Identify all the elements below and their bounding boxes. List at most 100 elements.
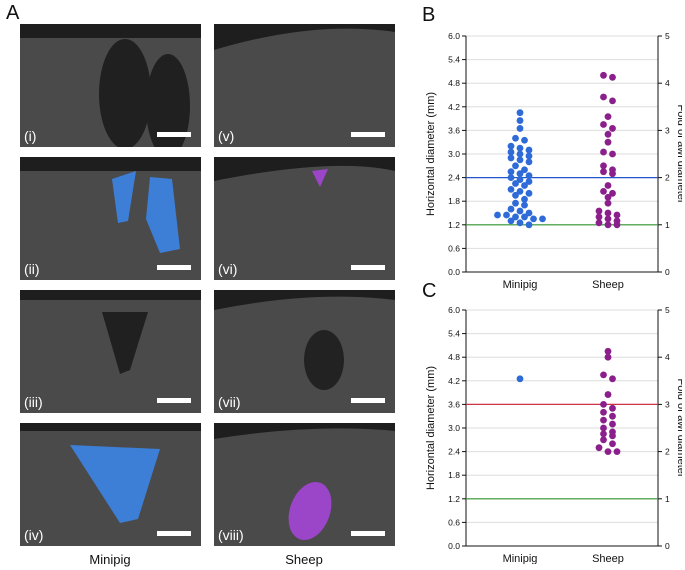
ct-image-vi [214,157,395,280]
data-point [609,404,616,412]
y-right-tick-label: 4 [665,352,670,362]
data-point [595,444,603,452]
data-point [539,215,546,223]
data-point [609,420,616,428]
data-point [595,219,603,227]
y-tick-label: 3.0 [448,149,460,159]
data-point [609,150,616,158]
data-point [609,440,616,448]
data-point [600,168,607,176]
data-point [512,180,519,187]
data-point [600,416,607,424]
data-point [600,424,607,432]
chart-b: 0.0 0.6 1.2 1.8 2.4 3.0 3.6 4.2 4.8 5.4 6.0 0 1 2 3 4 5 H… [425,31,682,291]
data-point [600,436,607,444]
y-right-tick-label: 5 [665,305,670,315]
tile-label-iii: (iii) [24,394,43,410]
data-point [609,412,616,420]
ct-tile-vi: (vi) [214,157,395,280]
data-point [516,219,524,227]
y-tick-label: 5.4 [448,55,460,65]
y-tick-label: 5.4 [448,329,460,339]
ct-tile-iii: (iii) [20,290,201,413]
data-point [600,371,607,379]
y-tick-label: 1.8 [448,470,460,480]
data-point [507,205,515,213]
tile-label-ii: (ii) [24,261,40,277]
column-label-minipig: Minipig [89,552,131,567]
data-point [613,211,621,219]
data-point [521,201,528,209]
tile-label-vi: (vi) [218,261,238,277]
data-point [521,166,528,174]
data-point [516,125,524,132]
data-point [507,217,515,225]
scale-bar [351,398,385,403]
y-right-tick-label: 3 [665,399,670,409]
data-point [604,209,612,217]
y-axis-title: Horizontal diameter (mm) [425,92,437,216]
panel-label-a: A [6,2,20,24]
data-point [604,347,612,355]
ct-tile-i: (i) [20,24,201,147]
y-right-tick-label: 0 [665,541,670,551]
data-point [609,432,616,440]
y-tick-label: 6.0 [448,305,460,315]
data-point [516,207,524,215]
data-point [609,189,616,197]
y-tick-label: 2.4 [448,447,460,457]
data-point [600,71,607,79]
y-tick-label: 0.6 [448,517,460,527]
y-tick-label: 4.8 [448,352,460,362]
data-point [525,172,533,180]
scale-bar [157,531,191,536]
y-right-axis-title: Fold of awl diameter [675,104,682,203]
data-point [521,213,528,221]
tile-label-v: (v) [218,128,235,144]
x-tick-label: Sheep [592,279,624,291]
data-point [604,199,612,207]
y-right-tick-label: 1 [665,494,670,504]
ct-image-vii [214,290,395,413]
y-tick-label: 4.8 [448,78,460,88]
scale-bar [157,398,191,403]
x-tick-label: Minipig [503,279,538,291]
scale-bar [351,265,385,270]
data-point [600,121,607,128]
data-point [604,353,612,361]
data-point [512,213,519,221]
data-point [516,187,524,195]
data-point [613,221,621,229]
tile-label-i: (i) [24,128,37,144]
data-point [604,182,612,189]
data-point [595,213,603,221]
y-tick-label: 0.0 [448,267,460,277]
data-point [525,209,533,217]
y-tick-label: 4.2 [448,102,460,112]
ct-tile-iv: (iv) [20,423,201,546]
y-tick-label: 2.4 [448,173,460,183]
data-point [604,138,612,146]
data-point [503,211,510,219]
y-right-tick-label: 5 [665,31,670,41]
data-point [525,152,533,160]
data-point [512,162,519,170]
y-right-tick-label: 4 [665,78,670,88]
column-label-sheep: Sheep [285,552,323,567]
y-tick-label: 6.0 [448,31,460,41]
data-point [604,130,612,138]
data-point [609,125,616,132]
data-point [609,375,616,383]
scale-bar [351,132,385,137]
ct-image-v [214,24,395,147]
data-point [525,146,533,154]
data-point [600,401,607,408]
ct-image-i [20,24,201,147]
data-point [512,191,519,199]
data-point [609,170,616,178]
y-tick-label: 3.6 [448,399,460,409]
data-point [525,221,533,229]
data-point [494,211,501,219]
x-tick-label: Sheep [592,553,624,564]
data-point [516,109,524,117]
